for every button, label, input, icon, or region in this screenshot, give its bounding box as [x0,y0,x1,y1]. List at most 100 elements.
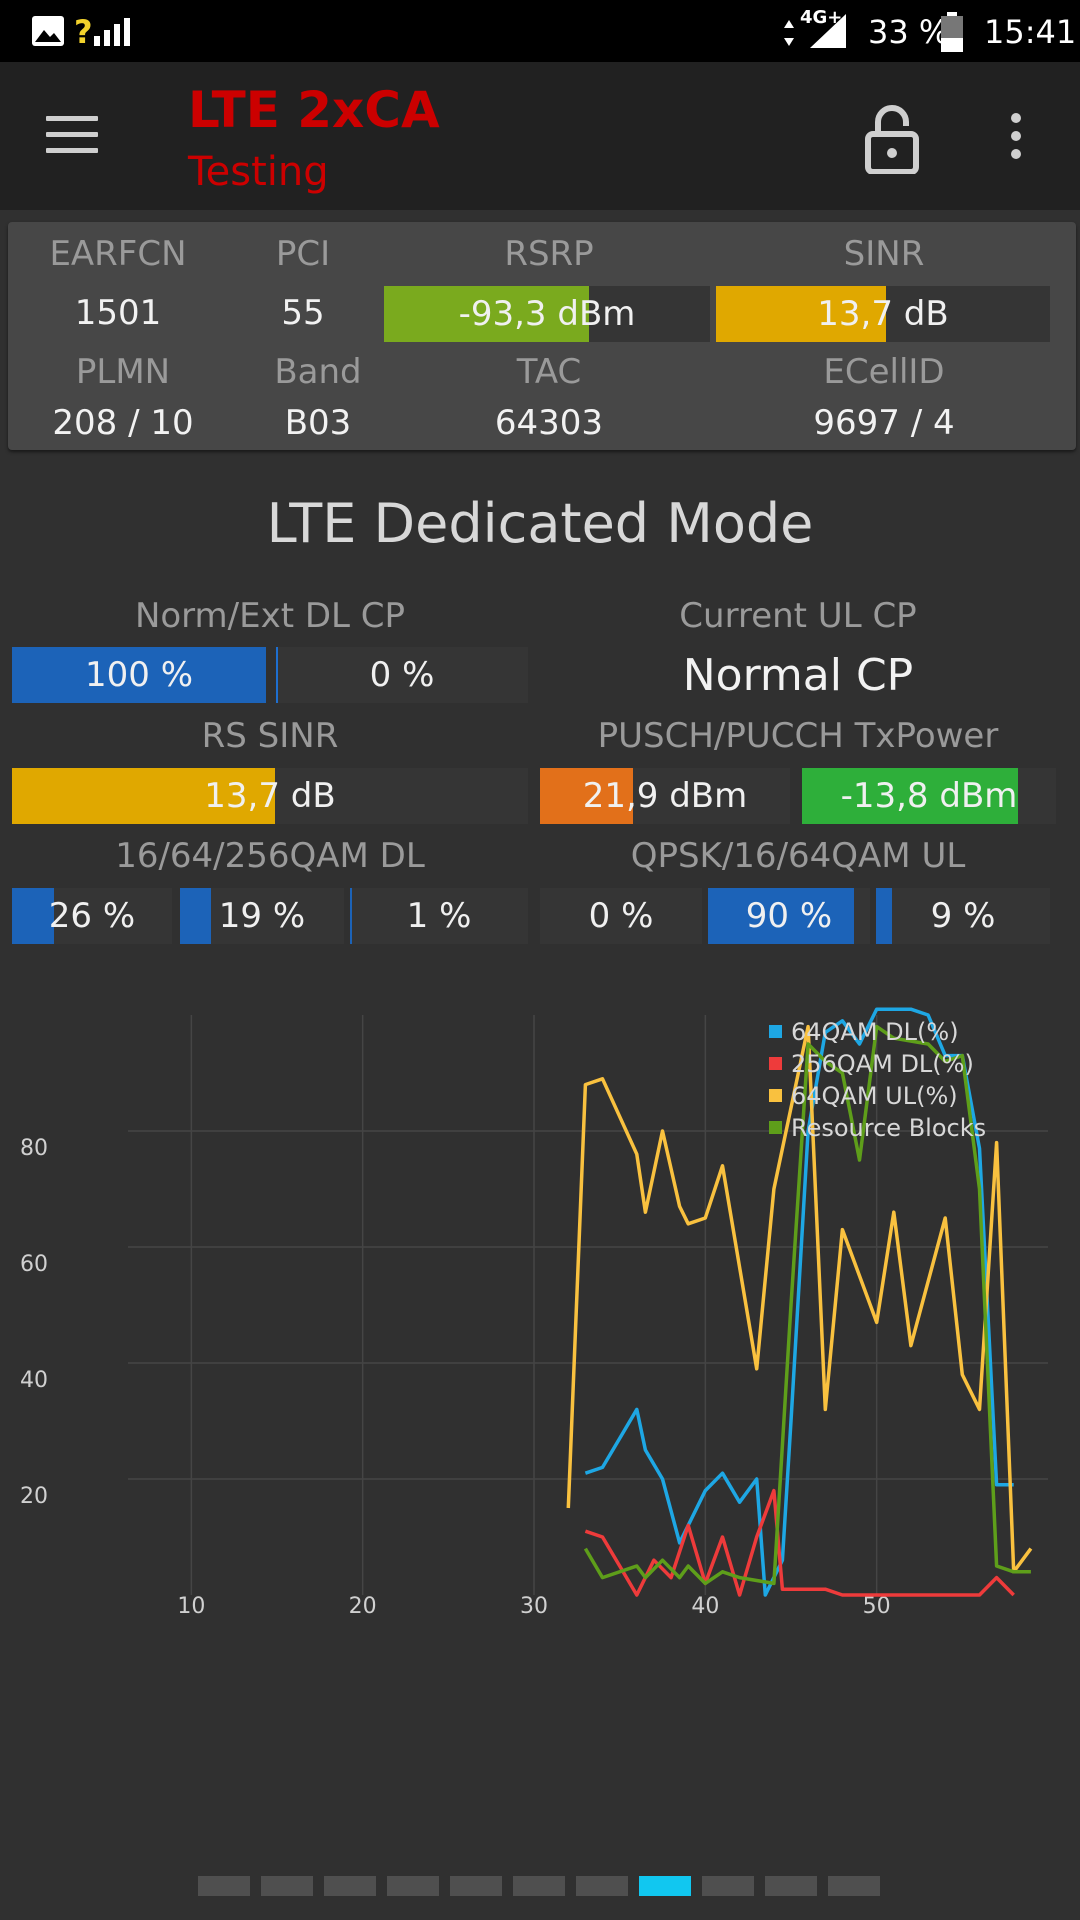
signal-unknown-label: ? [74,13,93,51]
signal-strength-icon [94,18,130,46]
series-line-1 [584,1488,1015,1597]
qam-dl-256-fill [350,888,352,944]
rsrp-value: -93,3 dBm [458,294,636,334]
plmn-value: 208 / 10 [52,403,194,443]
series-line-0 [584,1007,1014,1597]
image-notification-icon [32,16,64,46]
x-tick-label: 30 [520,1594,548,1619]
qam-ul-label: QPSK/16/64QAM UL [630,836,966,876]
tx-power-label: PUSCH/PUCCH TxPower [597,716,999,756]
hamburger-icon[interactable] [46,116,98,156]
rs-sinr-bar: 13,7 dB [12,768,528,824]
qam-dl-label: 16/64/256QAM DL [115,836,425,876]
cell-signal-icon [810,14,846,48]
page-dot[interactable] [639,1876,691,1896]
qam-ul-16-value: 90 % [745,896,833,936]
qam-ul-qpsk-value: 0 % [588,896,654,936]
dl-cp-divider [276,647,278,703]
app-subtitle: Testing [188,149,329,195]
qam-ul-16-fill [708,888,854,944]
x-tick-label: 20 [349,1594,377,1619]
qam-ul-64-value: 9 % [930,896,996,936]
dl-cp-extended-value: 0 % [369,655,435,695]
y-tick-label: 40 [20,1368,48,1393]
series-line-2 [566,1024,1033,1574]
band-value: B03 [284,403,352,443]
page-dot[interactable] [828,1876,880,1896]
y-tick-label: 60 [20,1252,48,1277]
app-title: LTE 2xCA [188,81,440,139]
history-line-chart: 10 20 30 40 50 20 40 60 80 64QAM DL(%) 256QAM DL(%… [20,1007,1048,1619]
page-dot[interactable] [450,1876,502,1896]
x-tick-label: 40 [691,1594,719,1619]
mode-title: LTE Dedicated Mode [266,492,814,555]
ecellid-label: ECellID [823,352,945,392]
qam-ul-64-fill [876,888,892,944]
plmn-label: PLMN [75,352,171,392]
sinr-bar-fill [716,286,887,342]
dl-cp-label: Norm/Ext DL CP [134,596,406,636]
data-arrows-icon [784,20,794,46]
rs-sinr-value: 13,7 dB [204,776,336,816]
rs-sinr-fill [12,768,276,824]
sinr-label: SINR [843,234,925,274]
rsrp-bar: -93,3 dBm [384,286,710,342]
page-dot[interactable] [324,1876,376,1896]
qam-dl-16-value: 26 % [48,896,136,936]
legend-label-2: 64QAM UL(%) [791,1082,958,1110]
qam-ul-64-bar: 9 % [876,888,1050,944]
pucch-power-value: -13,8 dBm [840,776,1018,816]
page-dot[interactable] [198,1876,250,1896]
ecellid-value: 9697 / 4 [813,403,955,443]
qam-dl-16-fill [12,888,54,944]
tac-label: TAC [516,352,582,392]
qam-ul-16-bar: 90 % [708,888,870,944]
x-tick-label: 50 [863,1594,891,1619]
pucch-power-bar: -13,8 dBm [802,768,1056,824]
qam-dl-256-bar: 1 % [350,888,528,944]
dl-cp-normal-bar: 100 % [12,647,266,703]
legend-label-3: Resource Blocks [791,1114,986,1142]
page-dot[interactable] [387,1876,439,1896]
earfcn-value: 1501 [74,293,162,333]
legend-label-0: 64QAM DL(%) [791,1018,959,1046]
qam-dl-256-value: 1 % [406,896,472,936]
pusch-power-fill [540,768,633,824]
rs-sinr-label: RS SINR [201,716,339,756]
overflow-menu-icon[interactable] [996,108,1036,168]
page-dot[interactable] [765,1876,817,1896]
page-dot[interactable] [513,1876,565,1896]
page-dot[interactable] [702,1876,754,1896]
qam-dl-64-fill [180,888,212,944]
unlock-icon[interactable] [862,102,922,174]
x-tick-label: 10 [177,1594,205,1619]
page-indicator [198,1876,891,1898]
cell-info-panel: EARFCN PCI RSRP SINR 1501 55 -93,3 dBm 1… [8,222,1076,450]
battery-icon [941,12,963,52]
status-bar: ? 4G+ 33 % 15:41 [0,0,1080,62]
rsrp-label: RSRP [504,234,594,274]
qam-dl-64-bar: 19 % [180,888,344,944]
dl-cp-extended-bar: 0 % [276,647,528,703]
page-dot[interactable] [576,1876,628,1896]
pci-value: 55 [281,293,325,333]
ul-cp-value: Normal CP [682,650,914,701]
qam-ul-qpsk-bar: 0 % [540,888,702,944]
network-type-label: 4G+ [800,7,843,28]
legend-swatch-2 [769,1089,782,1102]
dl-cp-normal-value: 100 % [84,655,193,695]
earfcn-label: EARFCN [49,234,187,274]
ul-cp-label: Current UL CP [679,596,917,636]
app-toolbar: LTE 2xCA Testing [0,62,1080,210]
series-line-3 [583,1024,1031,1586]
y-tick-label: 20 [20,1484,48,1509]
dl-cp-normal-fill [12,647,266,703]
rsrp-bar-fill [384,286,590,342]
band-label: Band [274,352,362,392]
pucch-power-fill [802,768,1018,824]
legend-swatch-1 [769,1057,782,1070]
qam-dl-16-bar: 26 % [12,888,172,944]
legend-swatch-0 [769,1025,782,1038]
page-dot[interactable] [261,1876,313,1896]
legend-swatch-3 [769,1121,782,1134]
